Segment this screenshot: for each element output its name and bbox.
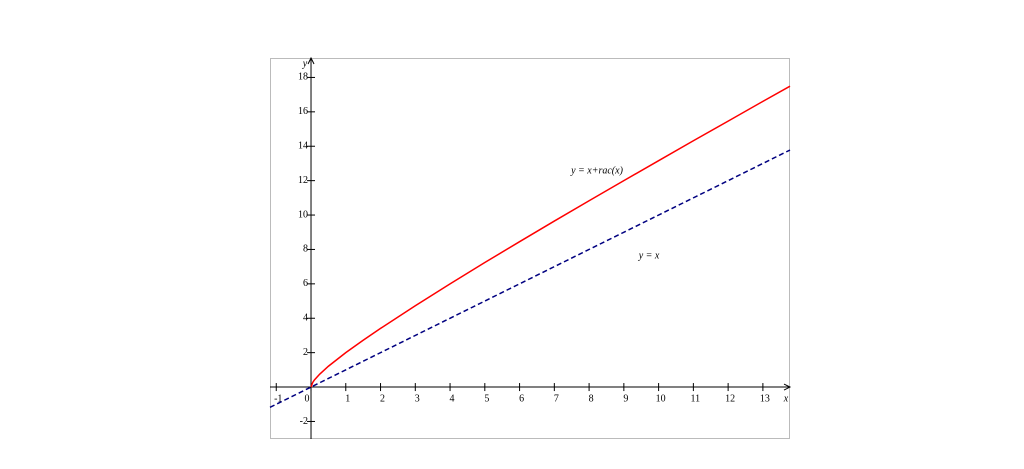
x-axis-label: x [783, 393, 789, 404]
x-tick-label: 13 [760, 393, 770, 404]
y-tick-label: 8 [303, 244, 308, 255]
x-arrow [783, 383, 792, 391]
y-tick-label: 14 [298, 141, 308, 152]
x-tick-label: 10 [656, 393, 666, 404]
y-tick-label: 2 [303, 347, 308, 358]
line-series [269, 149, 791, 409]
x-tick-label: 0 [305, 393, 310, 404]
y-tick-label: -2 [300, 416, 308, 427]
x-tick-label: 9 [623, 393, 628, 404]
y-axis-label: y [302, 58, 308, 69]
x-tick-label: 11 [691, 393, 701, 404]
y-tick-label: 18 [298, 72, 308, 83]
x-tick-label: 3 [415, 393, 420, 404]
x-tick-label: 4 [450, 393, 455, 404]
plot-frame [270, 58, 790, 439]
y-tick-label: 4 [303, 313, 308, 324]
x-tick-label: 8 [589, 393, 594, 404]
x-tick-label: -1 [274, 393, 282, 404]
x-tick-label: 5 [484, 393, 489, 404]
annotation: y = x+rac(x) [570, 165, 623, 176]
x-tick-label: 7 [554, 393, 559, 404]
annotation: y = x [638, 250, 660, 261]
y-tick-label: 12 [298, 175, 308, 186]
y-tick-label: 6 [303, 278, 308, 289]
x-tick-label: 12 [725, 393, 735, 404]
y-tick-label: 16 [298, 106, 308, 117]
y-arrow [307, 56, 315, 65]
x-tick-label: 6 [519, 393, 524, 404]
x-tick-label: 1 [345, 393, 350, 404]
line-series [310, 85, 791, 388]
x-tick-label: 2 [380, 393, 385, 404]
y-tick-label: 10 [298, 209, 308, 220]
